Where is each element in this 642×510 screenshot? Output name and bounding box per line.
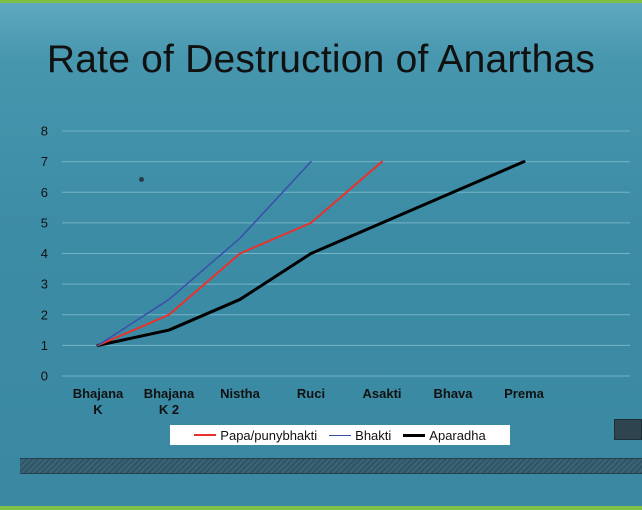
y-tick-label: 4 (41, 246, 48, 261)
top-accent-bar (0, 0, 642, 3)
x-axis-ticks: Bhajana K Bhajana K 2 Nistha Ruci Asakti Bhava P… (73, 386, 545, 417)
slide-title: Rate of Destruction of Anarthas (46, 38, 596, 81)
y-tick-label: 0 (41, 369, 48, 384)
series-line-aparadha (96, 160, 526, 347)
y-tick-label: 1 (41, 338, 48, 353)
x-tick-label: Bhajana K 2 (144, 386, 195, 417)
legend-label-bhakti: Bhakti (355, 427, 392, 443)
x-tick-label: Prema (504, 386, 545, 401)
legend-item-aparadha: Aparadha (403, 427, 486, 443)
y-tick-label: 7 (41, 154, 48, 169)
y-tick-label: 3 (41, 277, 48, 292)
legend-swatch-bhakti (329, 434, 352, 436)
bottom-scroll-strip[interactable] (20, 458, 642, 474)
legend-item-papa: Papa/punybhakti (194, 428, 317, 443)
x-tick-label: Nistha (220, 386, 261, 401)
x-tick-label: Asakti (362, 386, 401, 401)
x-tick-label: Bhajana K (73, 386, 124, 417)
gridlines (62, 130, 630, 377)
legend-item-bhakti: Bhakti (329, 428, 391, 443)
side-nav-button[interactable] (614, 419, 642, 440)
legend-swatch-papa (194, 434, 217, 436)
x-tick-label: Ruci (297, 386, 325, 401)
y-tick-label: 6 (41, 185, 48, 200)
series-line-papa-punybhakti (97, 160, 383, 347)
x-tick-label: Bhava (433, 386, 473, 401)
y-tick-label: 5 (41, 215, 48, 230)
stray-dot (139, 177, 144, 182)
chart-legend: Papa/punybhakti Bhakti Aparadha (170, 425, 510, 445)
y-tick-label: 2 (41, 307, 48, 322)
legend-label-papa: Papa/punybhakti (220, 427, 318, 443)
series-line-bhakti (97, 160, 312, 347)
legend-swatch-aparadha (403, 433, 426, 437)
y-axis-ticks: 0 1 2 3 4 5 6 7 8 (41, 124, 48, 384)
legend-label-aparadha: Aparadha (429, 427, 486, 443)
y-tick-label: 8 (41, 124, 48, 139)
series-lines (96, 160, 526, 347)
bottom-accent-bar (0, 506, 642, 510)
